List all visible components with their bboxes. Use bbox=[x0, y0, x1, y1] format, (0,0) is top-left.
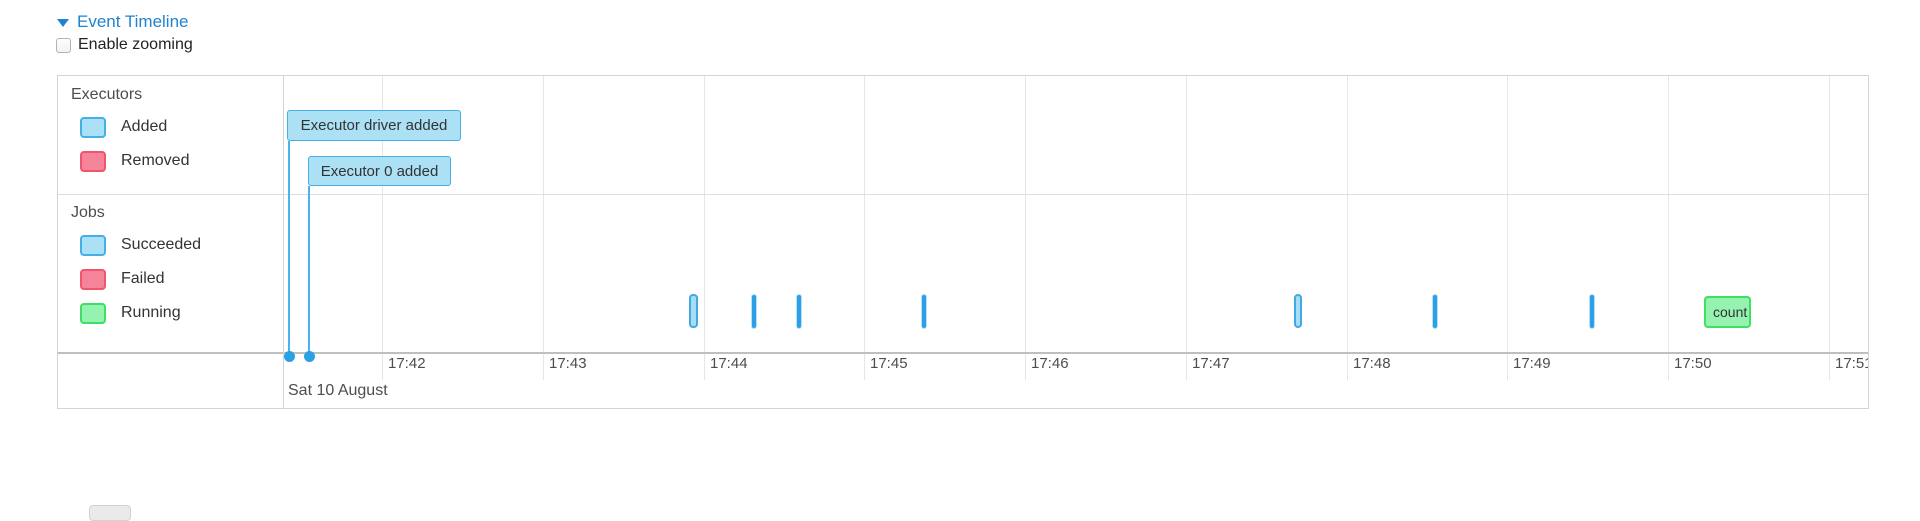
axis-tick-label: 17:48 bbox=[1353, 355, 1391, 372]
event-anchor-line bbox=[308, 186, 310, 354]
axis-tick-label: 17:46 bbox=[1031, 355, 1069, 372]
legend-swatch-failed bbox=[80, 268, 106, 290]
axis-tick-label: 17:50 bbox=[1674, 355, 1712, 372]
executor-event-box[interactable]: Executor 0 added bbox=[308, 156, 451, 186]
enable-zooming-label: Enable zooming bbox=[78, 36, 193, 53]
legend-label-running: Running bbox=[121, 304, 181, 321]
gridline bbox=[1668, 76, 1669, 380]
legend-item-running: Running bbox=[80, 302, 283, 324]
gridline bbox=[864, 76, 865, 380]
legend-swatch-removed bbox=[80, 150, 106, 172]
job-event-bar[interactable] bbox=[797, 295, 801, 328]
gridline bbox=[1347, 76, 1348, 380]
axis-tick-label: 17:47 bbox=[1192, 355, 1230, 372]
gridline bbox=[382, 76, 383, 380]
event-anchor-dot bbox=[284, 351, 295, 362]
legend-swatch-added bbox=[80, 116, 106, 138]
group-row-divider bbox=[58, 194, 1868, 195]
gridline bbox=[1507, 76, 1508, 380]
gridline bbox=[1186, 76, 1187, 380]
partial-ui-fragment bbox=[89, 505, 131, 521]
legend-group-title: Jobs bbox=[71, 204, 105, 221]
legend-swatch-succeeded bbox=[80, 234, 106, 256]
axis-date-label: Sat 10 August bbox=[288, 382, 388, 399]
enable-zooming-control: Enable zooming bbox=[56, 36, 193, 54]
axis-tick-label: 17:49 bbox=[1513, 355, 1551, 372]
axis-tick-label: 17:44 bbox=[710, 355, 748, 372]
legend-column-border bbox=[283, 76, 284, 408]
gridline bbox=[704, 76, 705, 380]
legend-item-added: Added bbox=[80, 116, 283, 138]
axis-tick-label: 17:43 bbox=[549, 355, 587, 372]
event-timeline-toggle[interactable]: Event Timeline bbox=[57, 12, 189, 32]
job-event-bar[interactable] bbox=[922, 295, 926, 328]
legend-label-removed: Removed bbox=[121, 152, 190, 169]
axis-tick-label: 17:42 bbox=[388, 355, 426, 372]
event-anchor-dot bbox=[304, 351, 315, 362]
job-event-bar[interactable] bbox=[1590, 295, 1594, 328]
legend-item-removed: Removed bbox=[80, 150, 283, 172]
job-event-bar[interactable] bbox=[1433, 295, 1437, 328]
event-timeline-chart: 17:42 17:43 17:44 17:45 17:46 17:47 17:48 17:49… bbox=[57, 75, 1869, 409]
gridline bbox=[1829, 76, 1830, 380]
legend-item-failed: Failed bbox=[80, 268, 283, 290]
job-event-bar[interactable] bbox=[752, 295, 756, 328]
legend-group-jobs: Jobs Succeeded Failed Running bbox=[58, 194, 283, 324]
time-axis-line bbox=[58, 352, 1868, 354]
legend-label-added: Added bbox=[121, 118, 168, 135]
legend-label-failed: Failed bbox=[121, 270, 165, 287]
running-job-box[interactable]: count bbox=[1704, 296, 1751, 328]
collapse-arrow-icon bbox=[57, 19, 69, 27]
legend-group-executors: Executors Added Removed bbox=[58, 76, 283, 172]
event-anchor-line bbox=[288, 141, 290, 354]
gridline bbox=[543, 76, 544, 380]
enable-zooming-checkbox[interactable] bbox=[56, 37, 71, 53]
job-event-bar[interactable] bbox=[689, 294, 698, 328]
legend-label-succeeded: Succeeded bbox=[121, 236, 202, 253]
executor-event-box[interactable]: Executor driver added bbox=[287, 110, 461, 141]
axis-tick-label: 17:51 bbox=[1835, 355, 1869, 372]
axis-tick-label: 17:45 bbox=[870, 355, 908, 372]
legend-swatch-running bbox=[80, 302, 106, 324]
event-timeline-title: Event Timeline bbox=[77, 12, 189, 31]
job-event-bar[interactable] bbox=[1294, 294, 1302, 328]
legend-item-succeeded: Succeeded bbox=[80, 234, 283, 256]
gridline bbox=[1025, 76, 1026, 380]
legend-group-title: Executors bbox=[71, 86, 143, 103]
